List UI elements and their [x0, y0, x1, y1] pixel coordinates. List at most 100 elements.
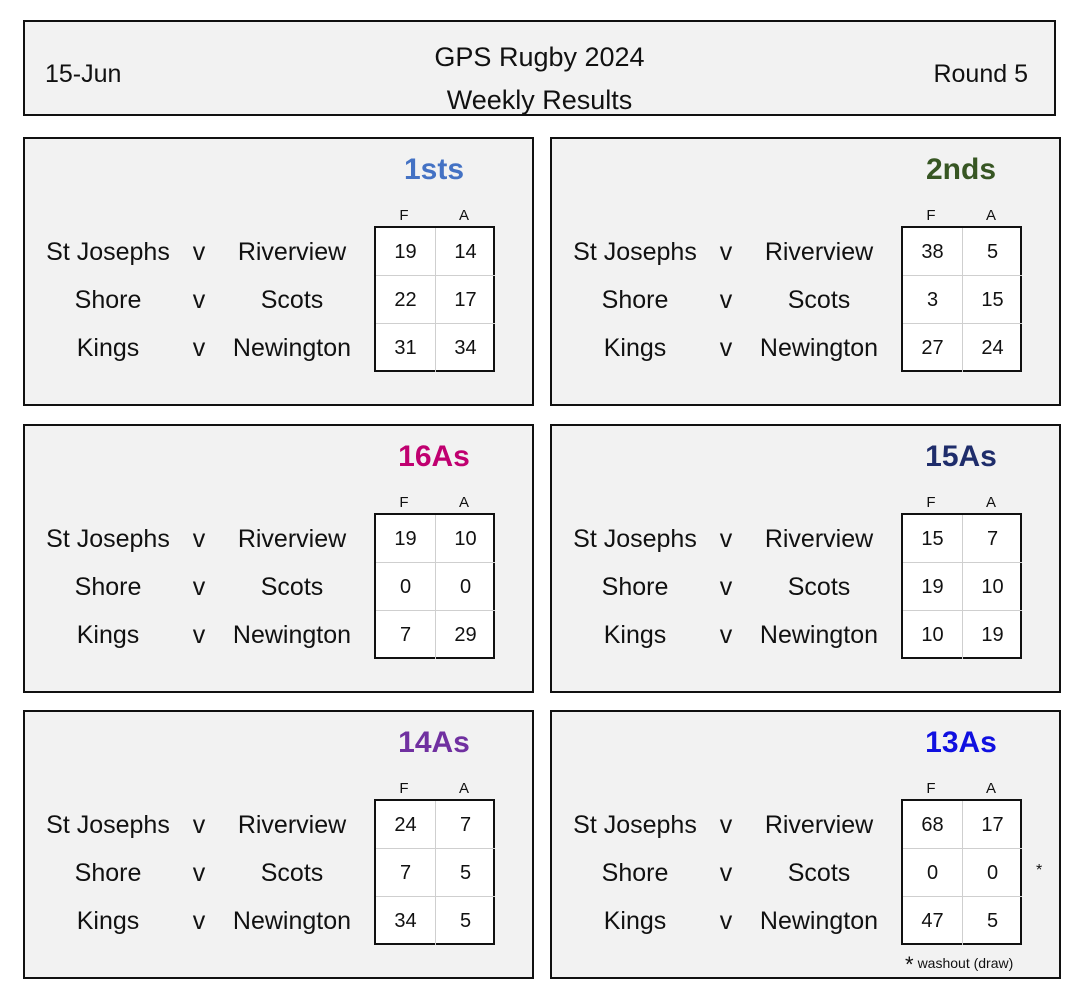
home-team: Kings [603, 621, 667, 649]
score-against: 0 [963, 849, 1022, 897]
score-against: 34 [454, 337, 477, 359]
match-row: St Josephs v Riverview [552, 515, 902, 563]
home-team: St Josephs [573, 238, 697, 266]
grade-title: 2nds [925, 153, 997, 186]
grade-panel-14as: 14As F A St Josephs v Riverview Shore v Scots Kin… [23, 710, 534, 979]
for-column-header: F [926, 207, 936, 224]
away-team: Riverview [237, 525, 347, 553]
score-against: 7 [963, 515, 1022, 563]
away-team: Riverview [237, 238, 347, 266]
versus-label: v [192, 907, 206, 935]
score-for: 22 [376, 276, 436, 324]
round-label: Round 5 [933, 60, 1028, 88]
away-team: Riverview [764, 238, 874, 266]
page-title: GPS Rugby 2024 Weekly Results [25, 36, 1054, 122]
home-team: Shore [74, 286, 142, 314]
score-against: 0 [436, 563, 495, 611]
home-team: St Josephs [573, 525, 697, 553]
away-team: Newington [759, 907, 879, 935]
score-for: 19 [376, 515, 436, 563]
score-for: 19 [376, 228, 436, 276]
score-against: 5 [459, 910, 472, 932]
away-team: Newington [232, 334, 352, 362]
match-row: St Josephs v Riverview [25, 801, 375, 849]
away-team: Scots [787, 573, 851, 601]
score-for: 0 [903, 849, 963, 897]
away-team: Newington [759, 621, 879, 649]
home-team: Kings [76, 621, 140, 649]
match-row: Shore v Scots [552, 276, 902, 324]
against-column-header: A [985, 494, 996, 511]
score-against: 19 [981, 624, 1004, 646]
for-column-header: F [399, 780, 409, 797]
for-column-header: F [926, 780, 936, 797]
away-team: Riverview [764, 525, 874, 553]
score-against: 17 [436, 276, 495, 324]
match-row: St Josephs v Riverview [552, 801, 902, 849]
match-row: Kings v Newington [552, 611, 902, 659]
score-table: 68 17 0 0 47 5 [901, 799, 1022, 945]
match-row: Shore v Scots [25, 563, 375, 611]
home-team: Shore [74, 859, 142, 887]
grade-title: 14As [398, 726, 470, 759]
match-row: Kings v Newington [552, 897, 902, 945]
score-for: 24 [376, 801, 436, 849]
versus-label: v [719, 859, 733, 887]
grade-title: 1sts [403, 153, 465, 186]
match-row: Kings v Newington [25, 324, 375, 372]
versus-label: v [719, 811, 733, 839]
score-for: 47 [903, 897, 963, 945]
versus-label: v [192, 238, 206, 266]
score-against: 7 [436, 801, 495, 849]
washout-marker: * [1036, 862, 1043, 879]
away-team: Scots [787, 286, 851, 314]
match-row: Shore v Scots [552, 849, 902, 897]
grade-panel-16as: 16As F A St Josephs v Riverview Shore v Scots Kin… [23, 424, 534, 693]
home-team: Kings [603, 907, 667, 935]
away-team: Riverview [764, 811, 874, 839]
score-table: 38 5 3 15 27 24 [901, 226, 1022, 372]
versus-label: v [192, 334, 206, 362]
score-for: 34 [376, 897, 436, 945]
match-row: St Josephs v Riverview [25, 228, 375, 276]
score-for: 3 [903, 276, 963, 324]
home-team: Kings [603, 334, 667, 362]
score-against: 10 [963, 563, 1022, 611]
score-table: 24 7 7 5 34 5 [374, 799, 495, 945]
grade-panel-1sts: 1sts F A St Josephs v Riverview Shore v Scots Kin… [23, 137, 534, 406]
score-for: 15 [903, 515, 963, 563]
match-row: Shore v Scots [552, 563, 902, 611]
grade-panel-15as: 15As F A St Josephs v Riverview Shore v Scots Kin… [550, 424, 1061, 693]
score-for: 7 [376, 849, 436, 897]
footnote-text: washout (draw) [917, 955, 1014, 971]
title-line-2: Weekly Results [446, 85, 633, 115]
away-team: Newington [232, 907, 352, 935]
versus-label: v [719, 334, 733, 362]
score-for: 7 [376, 611, 436, 659]
match-date: 15-Jun [45, 60, 122, 88]
versus-label: v [192, 811, 206, 839]
versus-label: v [719, 238, 733, 266]
score-against: 5 [963, 228, 1022, 276]
versus-label: v [192, 525, 206, 553]
score-against: 10 [436, 515, 495, 563]
home-team: St Josephs [46, 811, 170, 839]
home-team: Kings [76, 907, 140, 935]
home-team: Shore [74, 573, 142, 601]
versus-label: v [192, 621, 206, 649]
score-against: 15 [963, 276, 1022, 324]
match-row: St Josephs v Riverview [25, 515, 375, 563]
versus-label: v [719, 525, 733, 553]
score-for: 38 [903, 228, 963, 276]
home-team: Kings [76, 334, 140, 362]
grade-title: 13As [925, 726, 997, 759]
match-row: Kings v Newington [25, 611, 375, 659]
versus-label: v [192, 859, 206, 887]
away-team: Riverview [237, 811, 347, 839]
away-team: Newington [232, 621, 352, 649]
against-column-header: A [458, 494, 469, 511]
score-for: 31 [376, 324, 436, 372]
for-column-header: F [926, 494, 936, 511]
score-against: 5 [986, 910, 999, 932]
match-row: Shore v Scots [25, 849, 375, 897]
